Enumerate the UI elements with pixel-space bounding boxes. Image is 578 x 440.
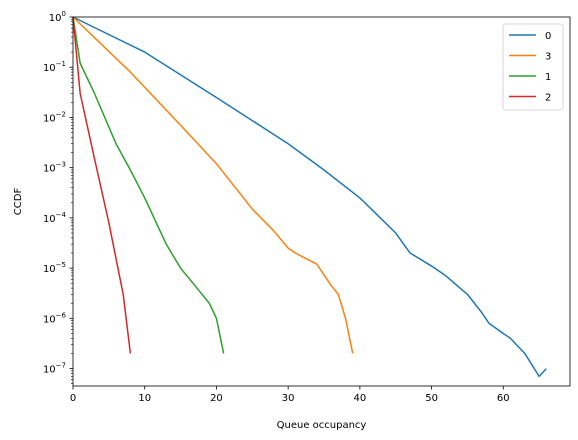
x-tick-label: 0 [70,393,76,404]
x-tick-label: 60 [497,393,510,404]
legend-label-2: 2 [545,93,551,104]
legend-box [502,23,564,111]
y-tick-label: 10−6 [43,311,67,325]
legend-label-3: 3 [545,52,551,63]
legend-label-1: 1 [545,72,551,83]
x-tick-label: 30 [282,393,295,404]
y-tick-label: 10−7 [43,362,66,376]
plot-layer [72,16,547,378]
x-tick-label: 40 [354,393,367,404]
x-axis: 0 10 20 30 40 50 60 [70,386,510,404]
x-tick-label: 50 [425,393,438,404]
y-tick-label: 100 [49,10,66,24]
series-line-3 [72,16,354,354]
y-axis: 10−7 10−6 10−5 10−4 10−3 10−2 10−1 100 [43,10,73,385]
y-tick-label: 10−1 [43,60,66,74]
series-line-2 [72,16,132,354]
series-line-0 [72,16,547,378]
legend: 0 3 1 2 [502,23,564,111]
x-tick-label: 20 [210,393,223,404]
series-line-1 [72,16,225,354]
legend-label-0: 0 [545,31,551,42]
y-axis-label: CCDF [13,188,24,216]
y-tick-label: 10−3 [43,161,66,175]
plot-frame [72,16,571,387]
x-axis-label: Queue occupancy [277,420,367,431]
y-tick-label: 10−5 [43,261,66,275]
x-tick-label: 10 [138,393,151,404]
y-tick-label: 10−2 [43,110,66,124]
y-tick-label: 10−4 [43,211,67,225]
